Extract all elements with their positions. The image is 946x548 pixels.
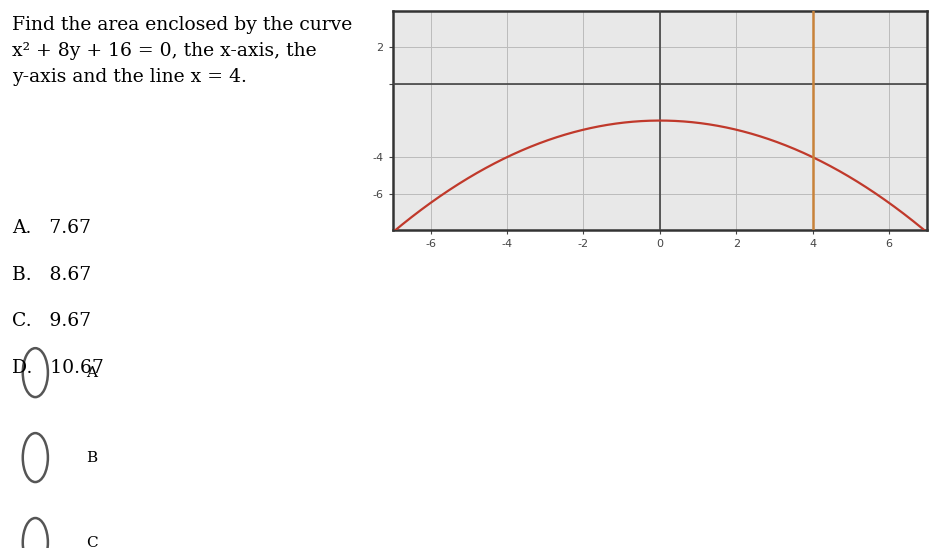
Text: B: B [86,450,97,465]
Text: C: C [86,535,98,548]
Text: D.  10.67: D. 10.67 [11,359,104,377]
Text: Find the area enclosed by the curve
x² + 8y + 16 = 0, the x-axis, the
y-axis and: Find the area enclosed by the curve x² +… [11,16,352,86]
Text: C.  9.67: C. 9.67 [11,312,91,330]
Text: A: A [86,366,97,380]
Text: A.  7.67: A. 7.67 [11,219,91,237]
Text: B.  8.67: B. 8.67 [11,266,91,284]
